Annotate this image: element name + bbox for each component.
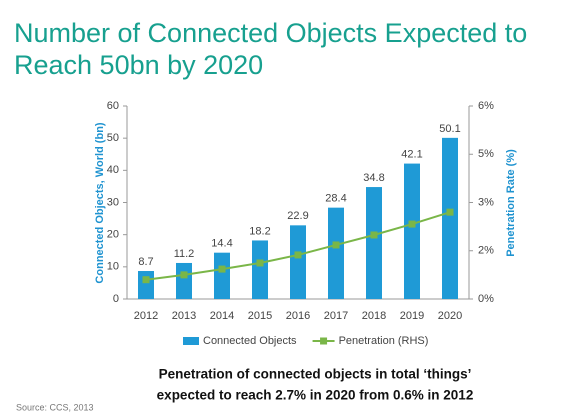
legend-swatch [183,337,199,345]
bar [404,163,420,299]
bar [442,137,458,299]
x-tick-label: 2014 [210,310,234,322]
value-label: 14.4 [211,238,232,250]
value-label: 42.1 [401,148,422,160]
legend-label: Connected Objects [203,335,297,347]
value-label: 50.1 [439,123,460,135]
value-label: 28.4 [325,193,346,205]
y-tick-label: 30 [107,196,119,208]
source: Source: CCS, 2013 [16,402,94,412]
value-label: 34.8 [363,172,384,184]
point [180,271,188,279]
x-tick-label: 2012 [134,310,158,322]
x-tick-label: 2019 [400,310,424,322]
bar [214,252,230,299]
chart-title-line: Reach 50bn by 2020 [14,50,263,80]
x-tick-label: 2017 [324,310,348,322]
bar [176,262,192,299]
y-tick-label: 60 [107,100,119,112]
y-tick-label: 10 [107,261,119,273]
chart-title-line: Number of Connected Objects Expected to [14,18,527,48]
y-tick-label: 40 [107,164,119,176]
y2-tick-label: 0% [478,293,494,305]
x-tick-label: 2020 [438,310,462,322]
point [446,208,454,216]
value-label: 8.7 [138,256,153,268]
bar [366,187,382,299]
x-tick-label: 2013 [172,310,196,322]
note-line: Penetration of connected objects in tota… [159,367,472,382]
y2-tick-label: 2% [478,245,494,257]
x-tick-label: 2015 [248,310,272,322]
bar [328,207,344,299]
value-label: 18.2 [249,225,270,237]
y2-axis-title: Penetration Rate (%) [505,149,517,257]
y-tick-label: 50 [107,132,119,144]
point [142,276,150,284]
point [332,241,340,249]
x-tick-label: 2016 [286,310,310,322]
y2-tick-label: 3% [478,196,494,208]
point [408,220,416,228]
point [256,259,264,267]
bar [252,240,268,299]
point [370,231,378,239]
y-axis-title: Connected Objects, World (bn) [94,122,106,283]
point [218,265,226,273]
point [294,251,302,259]
bar [290,225,306,299]
y-tick-label: 0 [113,293,119,305]
legend-swatch [320,337,328,345]
bar [138,271,154,299]
y2-tick-label: 6% [478,100,494,112]
value-label: 11.2 [174,248,195,260]
x-tick-label: 2018 [362,310,386,322]
note-line: expected to reach 2.7% in 2020 from 0.6%… [157,388,474,403]
y-tick-label: 20 [107,229,119,241]
legend-label: Penetration (RHS) [339,335,429,347]
y2-tick-label: 5% [478,148,494,160]
value-label: 22.9 [287,210,308,222]
